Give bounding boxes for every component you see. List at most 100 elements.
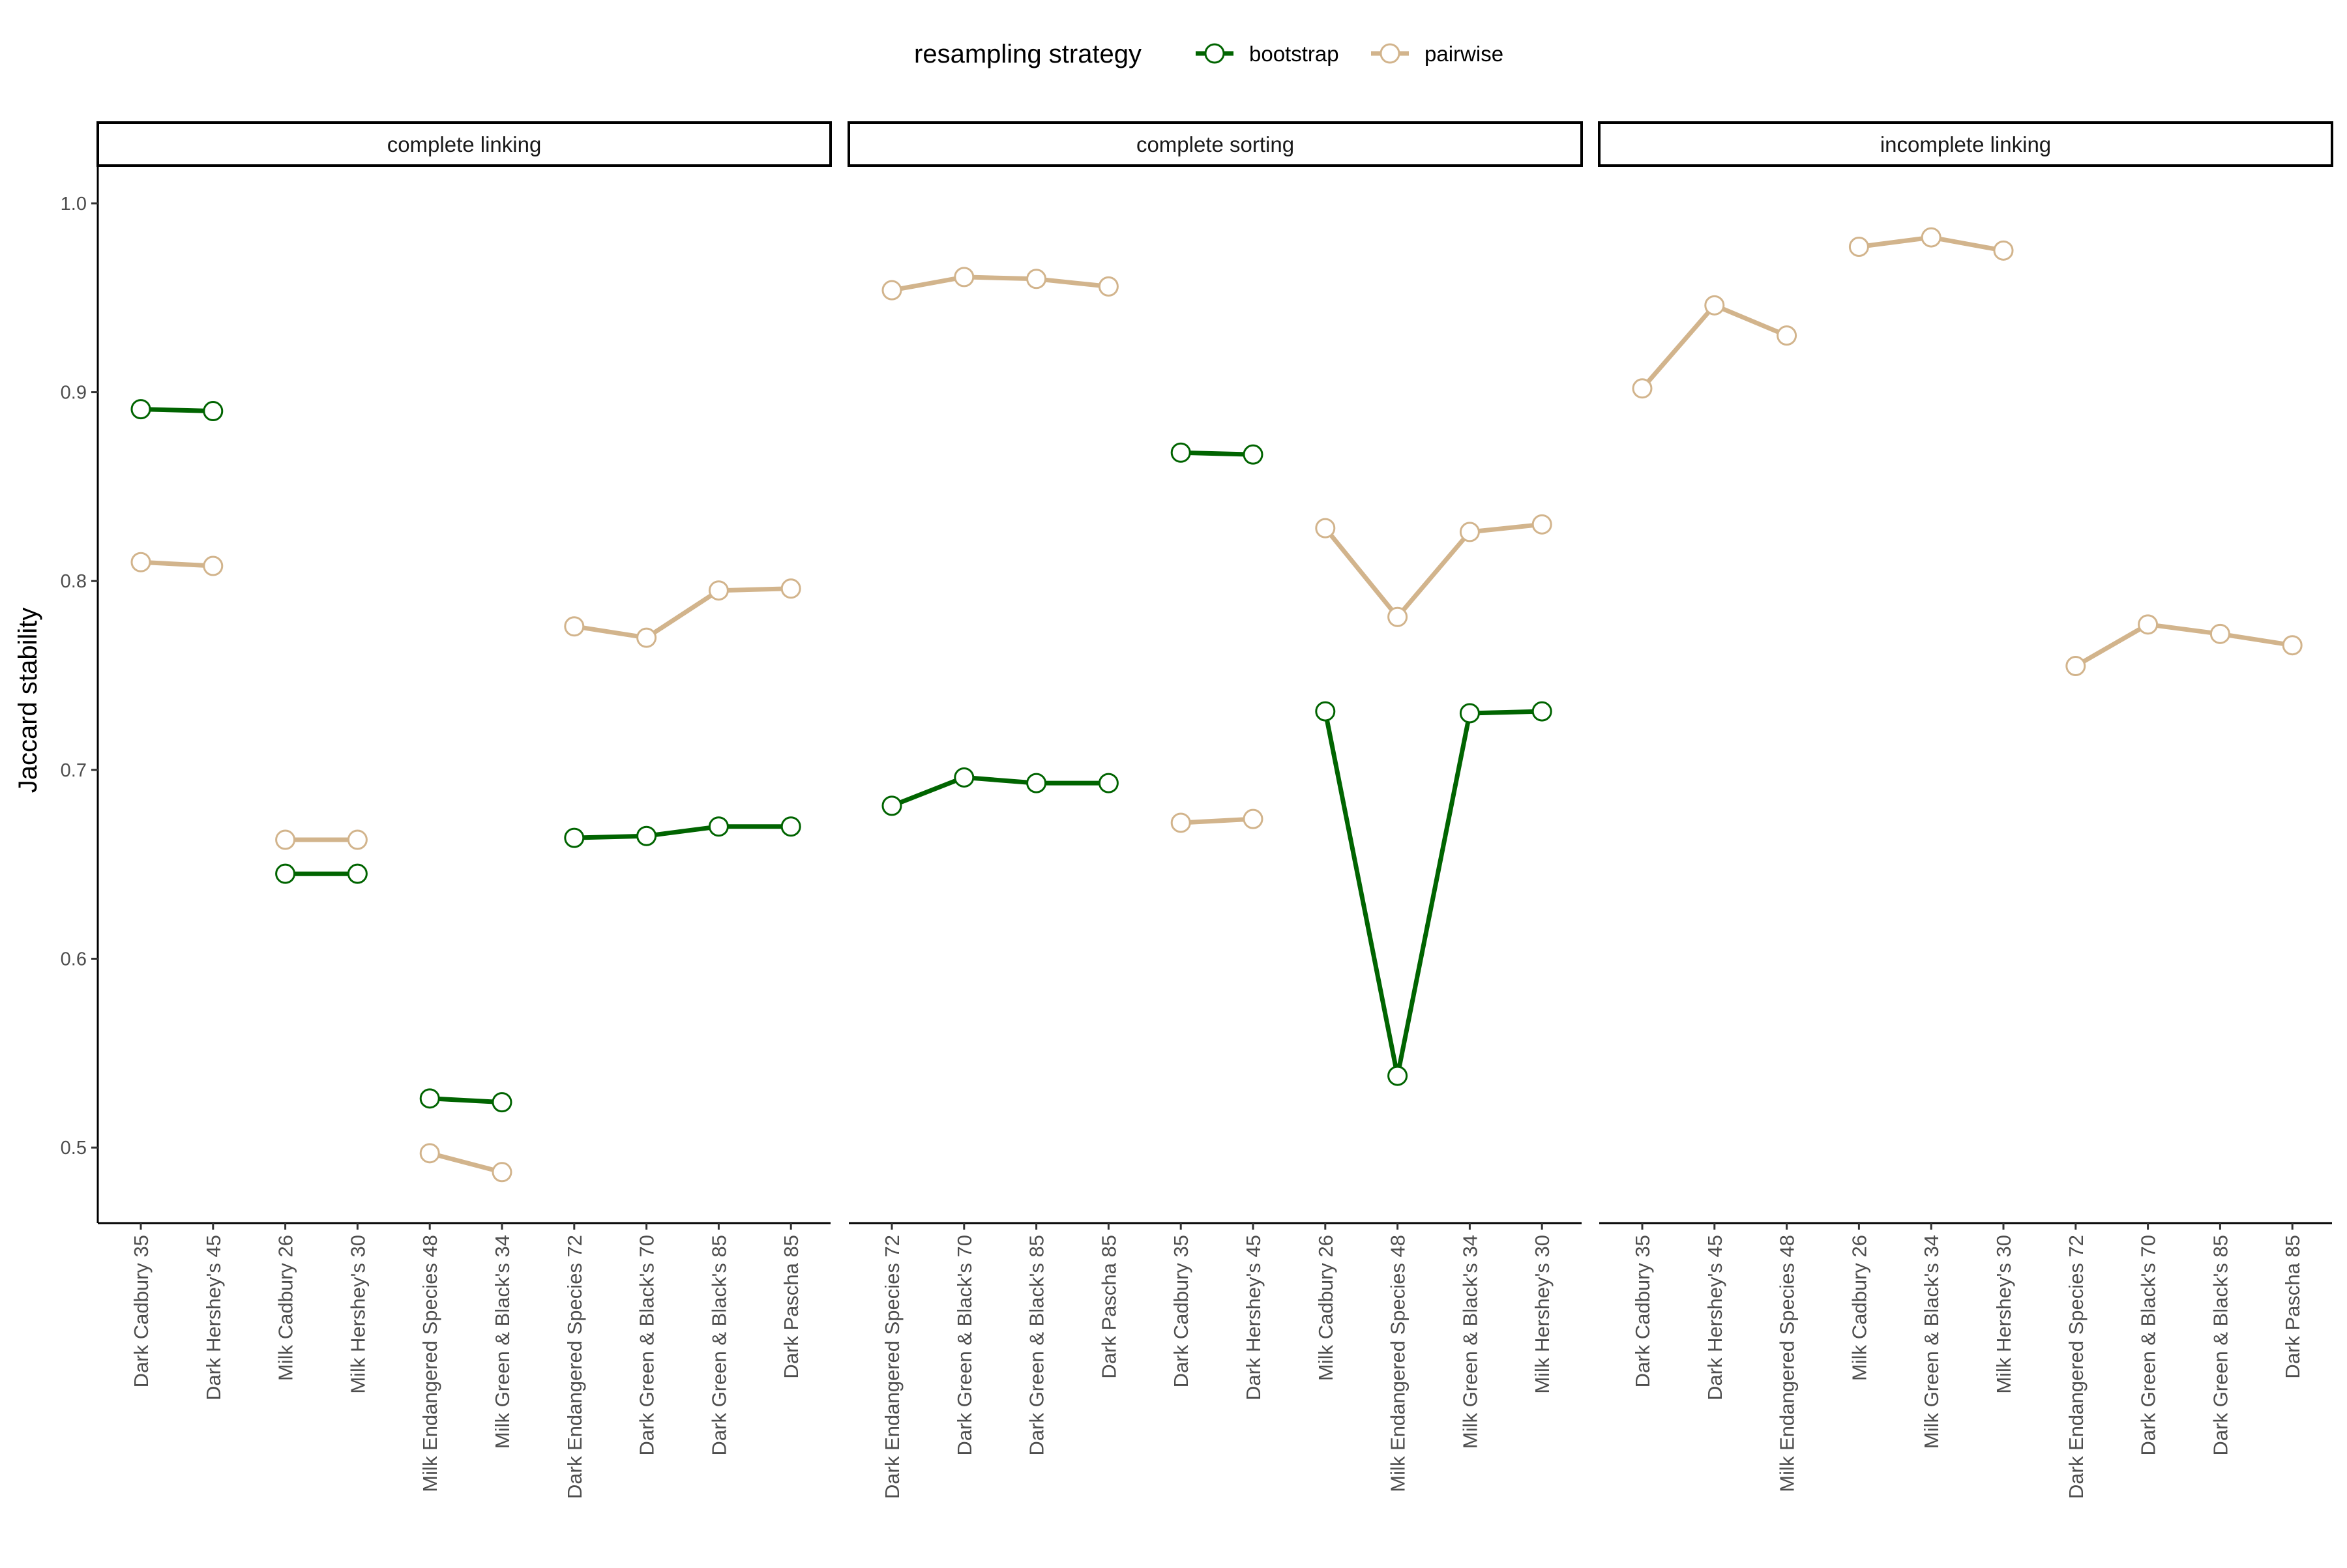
series-line-pairwise [1181,816,1254,825]
x-tick-label: Milk Hershey's 30 [346,1235,369,1394]
data-point-pairwise [1704,295,1725,316]
data-point-pairwise [1531,514,1552,535]
data-point-pairwise [708,580,729,601]
data-point-pairwise [1777,325,1797,346]
x-tick-label: Dark Endangered Species 72 [2065,1235,2088,1499]
series-line-bootstrap [1323,709,1543,1078]
data-point-pairwise [780,578,801,599]
x-tick-label: Dark Endangered Species 72 [881,1235,904,1499]
data-point-bootstrap [1098,773,1119,793]
data-point-bootstrap [419,1088,440,1109]
data-point-pairwise [2138,614,2159,635]
data-point-bootstrap [492,1092,512,1113]
x-tick-label: Milk Cadbury 26 [1848,1235,1870,1381]
x-tick-label: Milk Hershey's 30 [1531,1235,1554,1394]
data-point-bootstrap [881,795,902,816]
data-point-pairwise [2209,623,2230,644]
data-point-pairwise [1848,237,1869,258]
data-point-bootstrap [275,863,296,884]
x-tick-label: Dark Hershey's 45 [1242,1235,1265,1400]
x-tick-label: Milk Endangered Species 48 [1387,1235,1410,1492]
series-line-pairwise [891,274,1109,293]
x-tick-label: Dark Green & Black's 70 [636,1235,658,1455]
legend-key-point-pairwise [1380,43,1400,64]
data-point-bootstrap [1387,1065,1408,1086]
x-tick-label: Dark Pascha 85 [780,1235,803,1379]
facet-panel-1: complete linking Dark Cadbury 35 Dark Hers… [96,121,832,1499]
y-tick-label: 0.8 [61,571,87,592]
data-point-pairwise [1170,812,1191,833]
data-point-bootstrap [1026,773,1047,793]
legend: resampling strategy bootstrap pairwise [914,40,1503,68]
x-tick-label: Milk Green & Black's 34 [491,1235,514,1449]
series-pairwise [130,552,801,1183]
x-tick-label: Dark Endangered Species 72 [563,1235,586,1499]
series-line-bootstrap [1181,450,1254,457]
facet-strip-label: incomplete linking [1880,132,2051,156]
facet-strip-label: complete linking [387,132,542,156]
data-point-pairwise [347,829,368,850]
x-tick-label: Dark Hershey's 45 [1704,1235,1726,1400]
facet-strip [848,121,1583,167]
data-point-pairwise [1243,808,1263,829]
x-tick-label: Dark Green & Black's 85 [1026,1235,1048,1455]
data-point-bootstrap [780,816,801,837]
y-axis: 0.5 0.6 0.7 0.8 0.9 1.0 [61,166,99,1223]
data-point-bootstrap [564,827,585,848]
x-tick-label: Dark Pascha 85 [2281,1235,2304,1379]
x-tick-label: Milk Endangered Species 48 [419,1235,441,1492]
data-point-pairwise [1632,378,1653,399]
legend-label-bootstrap: bootstrap [1249,42,1339,66]
legend-item-pairwise: pairwise [1371,42,1503,66]
legend-item-bootstrap: bootstrap [1196,42,1339,66]
series-line-pairwise [2074,622,2293,668]
facet-panel-3: incomplete linking Dark Cadbury 35 Dark He… [1598,121,2333,1499]
data-point-pairwise [275,829,296,850]
legend-label-pairwise: pairwise [1424,42,1503,66]
data-point-bootstrap [1243,444,1263,465]
x-tick-label: Dark Pascha 85 [1097,1235,1120,1379]
x-tick-label: Milk Hershey's 30 [1992,1235,2015,1394]
y-tick-label: 1.0 [61,194,87,214]
data-point-pairwise [954,267,975,288]
y-tick-label: 0.5 [61,1138,87,1159]
data-point-bootstrap [708,816,729,837]
x-tick-label: Milk Green & Black's 34 [1920,1235,1943,1449]
data-point-pairwise [564,616,585,637]
data-point-bootstrap [347,863,368,884]
facet-strip [1598,121,2333,167]
series-pairwise [1632,227,2303,677]
data-point-pairwise [130,552,151,572]
x-tick-label: Milk Cadbury 26 [1314,1235,1337,1381]
data-point-pairwise [1921,227,1941,248]
legend-key-point-bootstrap [1204,43,1225,64]
x-tick-label: Dark Green & Black's 85 [707,1235,730,1455]
data-point-bootstrap [1170,442,1191,463]
y-tick-label: 0.9 [61,383,87,404]
series-pairwise [881,267,1552,833]
series-line-bootstrap [140,407,213,413]
data-point-pairwise [2065,656,2086,677]
series-line-pairwise [140,559,213,569]
series-line-pairwise [574,586,791,640]
y-tick-label: 0.7 [61,760,87,781]
x-tick-label: Dark Cadbury 35 [130,1235,153,1387]
facet-panels: complete linking Dark Cadbury 35 Dark Hers… [61,121,2333,1499]
data-point-pairwise [636,627,657,648]
data-point-pairwise [419,1143,440,1164]
facet-strip-label: complete sorting [1136,132,1294,156]
x-tick-label: Milk Endangered Species 48 [1776,1235,1799,1492]
series-line-bootstrap [430,1096,503,1105]
data-point-pairwise [1026,269,1047,289]
data-point-bootstrap [203,401,224,422]
x-tick-label: Dark Green & Black's 85 [2209,1235,2232,1455]
data-point-pairwise [1098,276,1119,297]
facet-panel-2: complete sorting Dark Endangered Species … [848,121,1583,1499]
series-line-pairwise [1640,303,1788,391]
series-bootstrap [130,399,801,1113]
series-line-bootstrap [891,775,1109,808]
data-point-pairwise [1315,518,1336,539]
x-tick-label: Dark Green & Black's 70 [953,1235,976,1455]
data-point-pairwise [1387,606,1408,627]
